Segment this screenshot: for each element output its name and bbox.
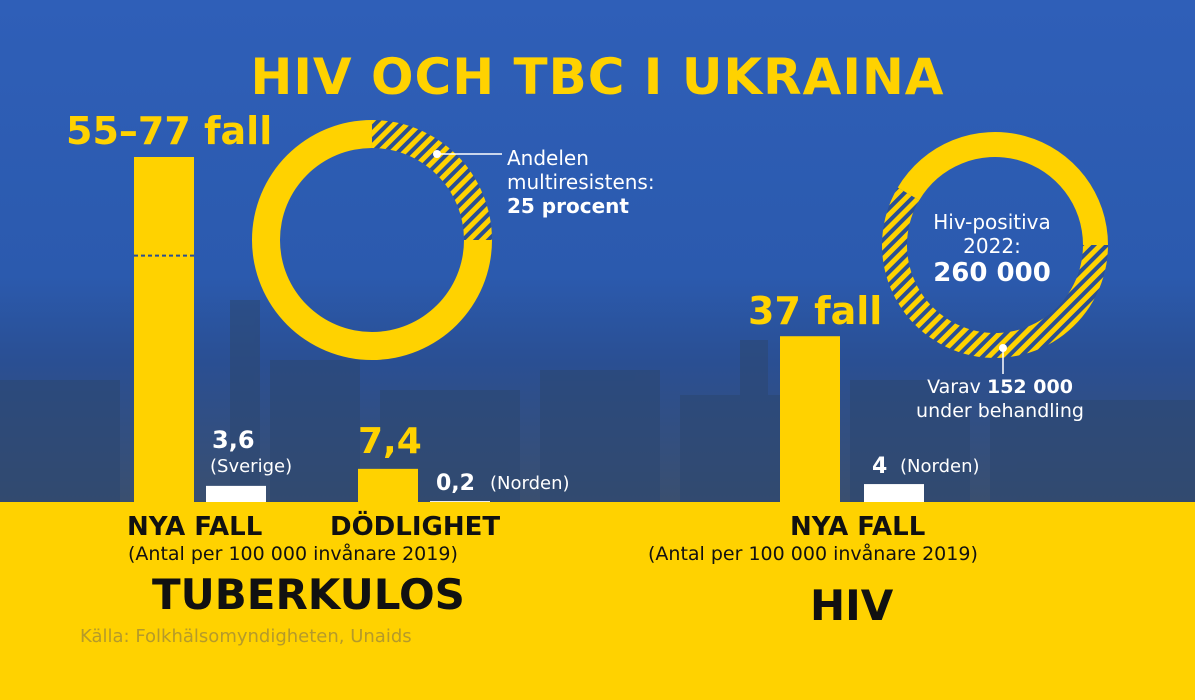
- hiv-new-cases-ukraine-bar: [780, 336, 840, 502]
- hiv-donut-hatched-segment: [881, 187, 1108, 359]
- tb-subtitle: (Antal per 100 000 invånare 2019): [128, 543, 458, 565]
- tb-new-cases-ukraine-bar: [134, 157, 194, 502]
- tb-mortality-value-label: 7,4: [358, 421, 422, 462]
- hiv-new-cases-value-label: 37 fall: [748, 289, 883, 333]
- hiv-annotation-prefix: Varav: [927, 376, 981, 398]
- tb-new-cases-sweden-bar: [206, 485, 266, 502]
- tb-heading: TUBERKULOS: [152, 570, 465, 619]
- hiv-donut-annotation-line2: under behandling: [916, 400, 1084, 422]
- tb-mortality-axis-label: DÖDLIGHET: [330, 512, 501, 542]
- tb-donut-annotation-line2: multiresistens:: [507, 170, 655, 194]
- tb-mortality-comparison-region: (Norden): [490, 473, 570, 494]
- hiv-new-cases-norden-bar: [864, 484, 924, 502]
- yellow-footer-band: [0, 502, 1195, 700]
- hiv-subtitle: (Antal per 100 000 invånare 2019): [648, 543, 978, 565]
- tb-donut-annotation-value: 25 procent: [507, 194, 629, 218]
- hiv-comparison-value-label: 4: [872, 454, 888, 479]
- tb-mortality-comparison-value: 0,2: [436, 471, 475, 496]
- hiv-donut-center-value: 260 000: [933, 258, 1051, 288]
- tb-mortality-norden-bar: [430, 501, 490, 502]
- tb-donut-hatched-segment: [372, 120, 492, 240]
- tb-comparison-region: (Sverige): [210, 456, 293, 477]
- tb-mortality-ukraine-bar: [358, 468, 418, 502]
- tb-new-cases-value-label: 55–77 fall: [66, 109, 273, 153]
- source-note: Källa: Folkhälsomyndigheten, Unaids: [80, 626, 412, 647]
- hiv-annotation-value: 152 000: [986, 376, 1073, 398]
- tb-new-cases-axis-label: NYA FALL: [127, 512, 263, 542]
- hiv-donut-solid-segment: [897, 132, 1108, 245]
- hiv-donut-annotation-line1: Varav 152 000: [900, 378, 1100, 397]
- city-silhouette: [0, 300, 1195, 502]
- tb-comparison-value-label: 3,6: [212, 426, 255, 454]
- hiv-heading: HIV: [810, 581, 894, 630]
- hiv-new-cases-axis-label: NYA FALL: [790, 512, 926, 542]
- page-title: HIV OCH TBC I UKRAINA: [250, 48, 945, 106]
- tb-donut-annotation-line1: Andelen: [507, 146, 589, 170]
- hiv-comparison-region: (Norden): [900, 456, 980, 477]
- hiv-donut-center-line2: 2022:: [963, 234, 1021, 258]
- hiv-donut-center-line1: Hiv-positiva: [933, 210, 1051, 234]
